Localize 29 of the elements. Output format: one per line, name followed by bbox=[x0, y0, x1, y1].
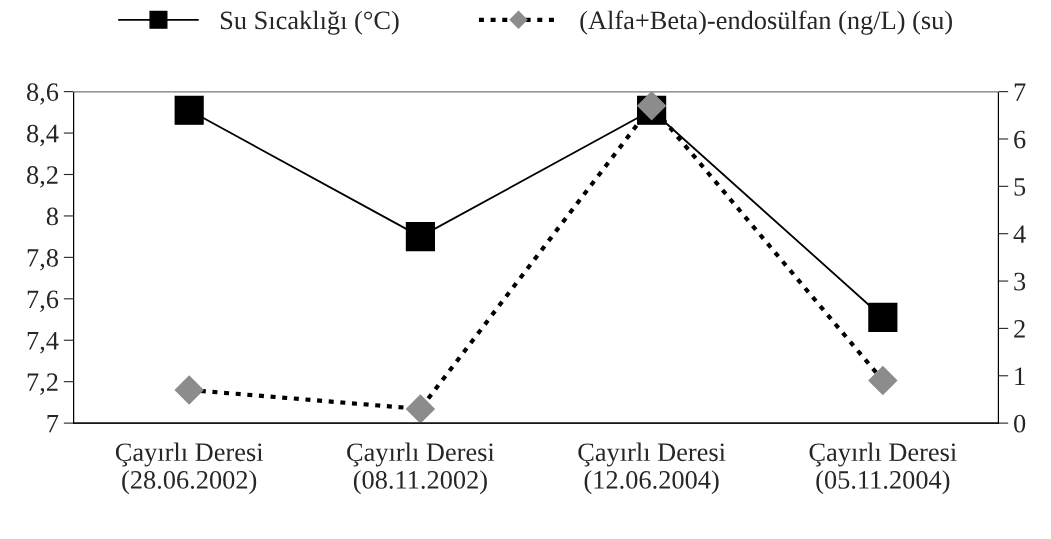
y2-tick-label: 3 bbox=[1014, 272, 1026, 291]
y-tick-label: 7,8 bbox=[27, 248, 58, 271]
y-tick-label: 7,4 bbox=[27, 332, 59, 354]
y-tick-label: 8,6 bbox=[27, 83, 59, 105]
y2-tick-label: 1 bbox=[1015, 367, 1025, 385]
legend-label: (Alfa+Beta)-endosülfan (ng/L) (su) bbox=[580, 10, 952, 35]
point bbox=[405, 222, 435, 252]
y2-tick-label: 2 bbox=[1014, 320, 1025, 338]
y2-tick-label: 7 bbox=[1014, 83, 1026, 101]
point bbox=[868, 302, 898, 333]
y-tick-label: 8 bbox=[46, 207, 58, 226]
legend-label: Su Sıcaklığı (°C) bbox=[220, 10, 399, 35]
y-tick-label: 7,6 bbox=[27, 290, 59, 313]
x-tick-label: Çayırlı Deresi (28.06.2002) bbox=[115, 442, 264, 495]
point bbox=[868, 366, 898, 395]
y2-tick-label: 0 bbox=[1014, 414, 1026, 433]
x-tick-label: Çayırlı Deresi (12.06.2004) bbox=[578, 442, 726, 495]
y-tick-label: 7 bbox=[47, 414, 59, 433]
x-tick-label: Çayırlı Deresi (08.11.2002) bbox=[347, 442, 495, 495]
y-tick-label: 8,4 bbox=[27, 124, 59, 147]
point bbox=[405, 394, 435, 424]
y-tick-label: 7,2 bbox=[27, 373, 58, 395]
y2-tick-label: 5 bbox=[1014, 178, 1026, 196]
y2-tick-label: 6 bbox=[1014, 130, 1026, 149]
point bbox=[174, 375, 204, 405]
y2-tick-label: 4 bbox=[1013, 225, 1026, 243]
y-tick-label: 8,2 bbox=[27, 166, 58, 188]
x-tick-label: Çayırlı Deresi (05.11.2004) bbox=[809, 442, 957, 495]
point bbox=[174, 95, 204, 125]
